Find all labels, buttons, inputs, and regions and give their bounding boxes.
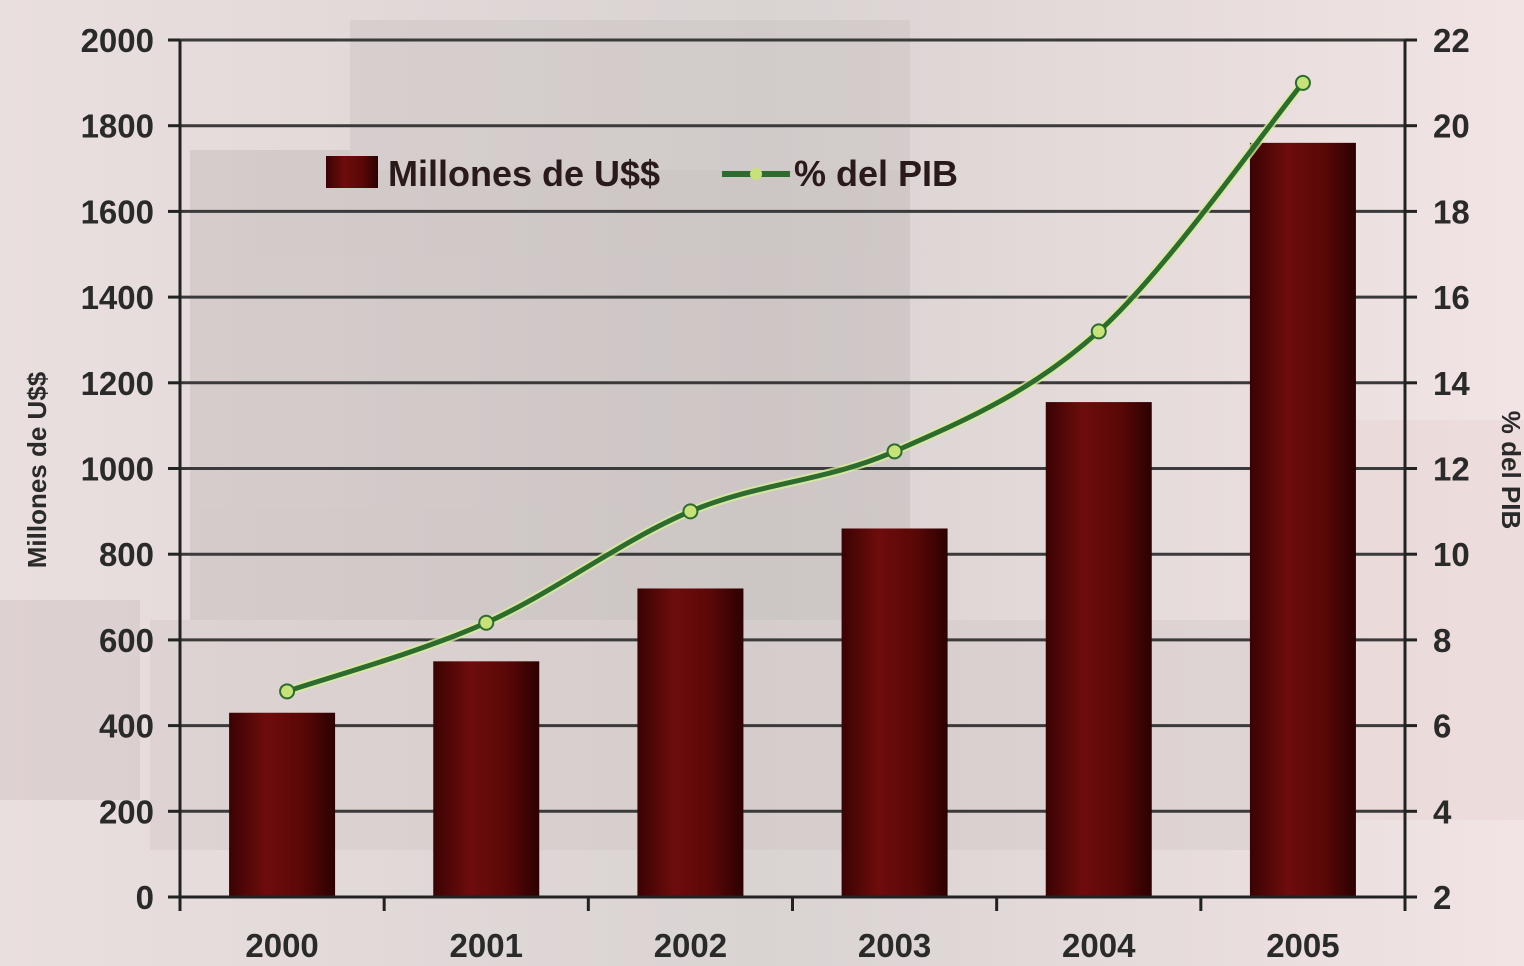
right-axis-tick-label: 20 bbox=[1433, 108, 1470, 145]
line-series bbox=[279, 74, 1311, 700]
line-path bbox=[284, 80, 1306, 694]
right-axis-tick-label: 10 bbox=[1433, 536, 1470, 573]
gridlines bbox=[180, 38, 1405, 813]
right-axis-tick-label: 14 bbox=[1433, 365, 1470, 402]
legend-line-label: % del PIB bbox=[794, 153, 958, 194]
right-axis-tick-label: 12 bbox=[1433, 451, 1470, 488]
left-axis-tick-label: 200 bbox=[99, 793, 154, 830]
x-axis-tick-label: 2002 bbox=[654, 927, 727, 964]
right-axis-tick-label: 4 bbox=[1433, 793, 1452, 830]
bar-2005 bbox=[1249, 142, 1356, 898]
bar-2004 bbox=[1045, 402, 1152, 897]
x-axis-tick-label: 2003 bbox=[858, 927, 931, 964]
x-axis-tick-labels: 2000 2001 2002 2003 2004 2005 bbox=[245, 927, 1339, 964]
right-axis-tick-label: 6 bbox=[1433, 708, 1451, 745]
x-axis-tick-label: 2005 bbox=[1266, 927, 1339, 964]
right-axis-tick-label: 8 bbox=[1433, 622, 1451, 659]
x-axis-tick-label: 2004 bbox=[1062, 927, 1136, 964]
left-axis-tick-label: 800 bbox=[99, 536, 154, 573]
legend-line-marker bbox=[750, 168, 762, 180]
bar-series bbox=[229, 142, 1356, 898]
left-axis-tick-label: 600 bbox=[99, 622, 154, 659]
left-axis-tick-label: 400 bbox=[99, 708, 154, 745]
right-axis-title: % del PIB bbox=[1496, 411, 1524, 529]
left-axis-tick-label: 2000 bbox=[81, 22, 154, 59]
bar-2001 bbox=[433, 661, 540, 897]
right-axis-tick-labels: 2 4 6 8 10 12 14 16 18 20 22 bbox=[1433, 22, 1470, 916]
bar-2003 bbox=[841, 528, 948, 897]
left-axis-title: Millones de U$$ bbox=[22, 371, 52, 568]
left-axis-tick-label: 1600 bbox=[81, 193, 154, 230]
right-axis-tick-label: 22 bbox=[1433, 22, 1470, 59]
bar-2002 bbox=[637, 588, 744, 897]
right-axis-tick-label: 16 bbox=[1433, 279, 1470, 316]
legend-bar-swatch bbox=[326, 156, 378, 188]
right-axis-tick-label: 2 bbox=[1433, 879, 1451, 916]
line-point-2005 bbox=[1294, 74, 1311, 91]
axes bbox=[168, 38, 1417, 911]
line-point-2003 bbox=[886, 443, 903, 460]
left-axis-tick-label: 1800 bbox=[81, 108, 154, 145]
line-point-2004 bbox=[1090, 323, 1107, 340]
line-point-2002 bbox=[682, 503, 699, 520]
left-axis-tick-label: 1400 bbox=[81, 279, 154, 316]
left-axis-tick-label: 1200 bbox=[81, 365, 154, 402]
x-axis-tick-label: 2000 bbox=[245, 927, 318, 964]
line-point-2000 bbox=[279, 683, 296, 700]
legend-bar-label: Millones de U$$ bbox=[388, 153, 660, 194]
left-axis-tick-label: 1000 bbox=[81, 451, 154, 488]
bar-2000 bbox=[229, 712, 336, 897]
x-axis-tick-label: 2001 bbox=[450, 927, 523, 964]
right-axis-tick-label: 18 bbox=[1433, 193, 1470, 230]
left-axis-tick-label: 0 bbox=[136, 879, 154, 916]
legend: Millones de U$$ % del PIB bbox=[326, 153, 958, 194]
line-point-2001 bbox=[478, 614, 495, 631]
left-axis-tick-labels: 0 200 400 600 800 1000 1200 1400 1600 1800 2000 bbox=[81, 22, 154, 916]
